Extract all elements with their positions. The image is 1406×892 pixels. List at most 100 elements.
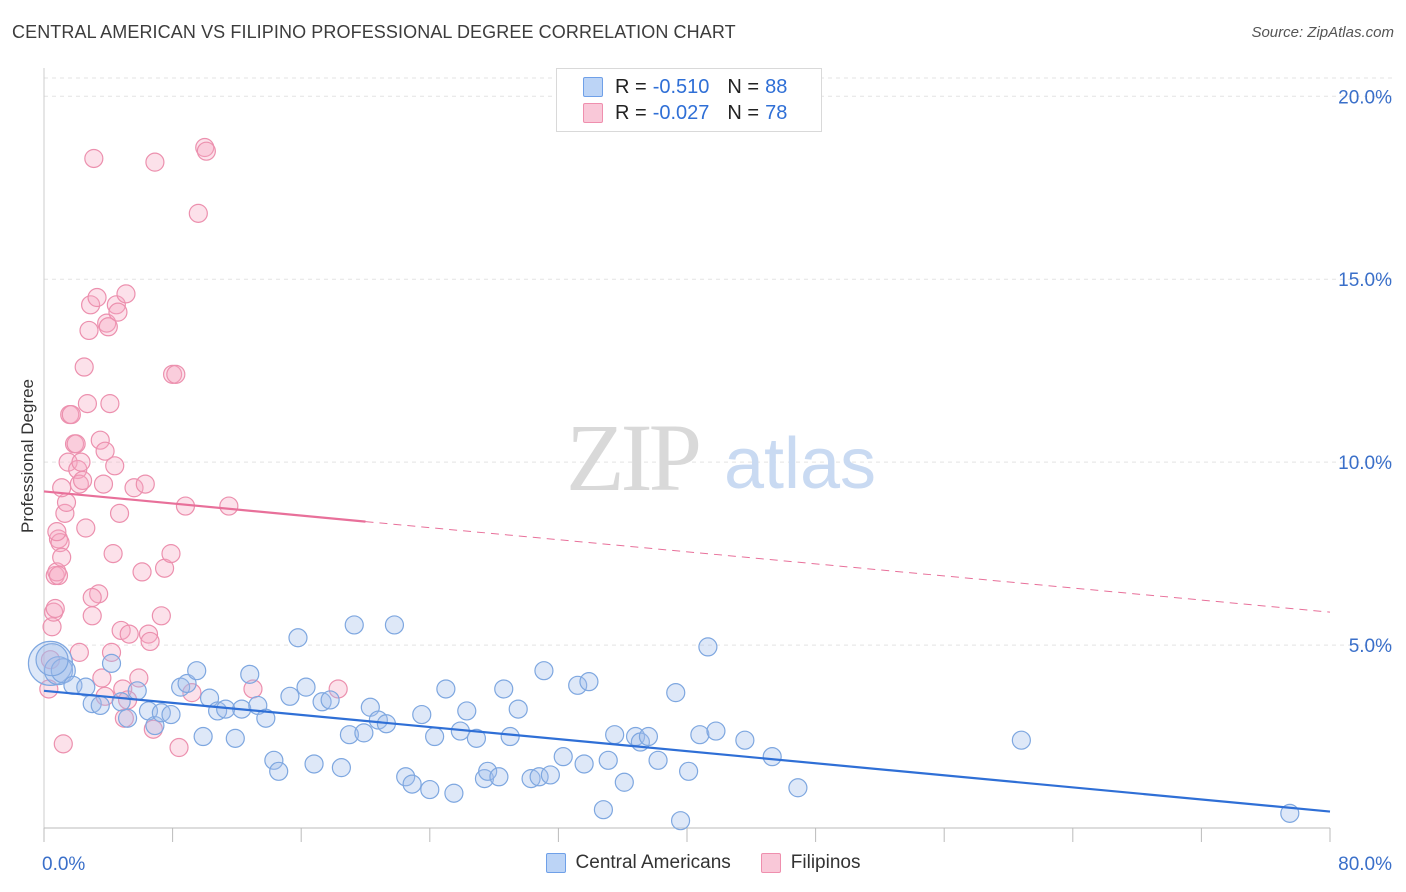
- filipinos-point: [119, 624, 139, 644]
- filipinos-point: [71, 452, 91, 472]
- filipinos-point: [106, 295, 126, 315]
- filipinos-point: [103, 544, 123, 564]
- legend-item-central-americans[interactable]: Central Americans: [545, 852, 731, 874]
- central-americans-point: [288, 628, 308, 648]
- filipinos-point: [42, 617, 62, 637]
- filipinos-point: [79, 320, 99, 341]
- central-americans-points: [27, 615, 1300, 831]
- filipinos-point: [188, 203, 208, 223]
- trend-lines: [43, 490, 1331, 813]
- central-americans-point: [264, 750, 284, 770]
- watermark: ZIP atlas: [566, 404, 876, 511]
- central-americans-point: [127, 681, 147, 701]
- filipinos-point: [101, 642, 122, 662]
- legend-item-filipinos[interactable]: Filipinos: [760, 852, 860, 874]
- n-value: 88: [765, 75, 788, 98]
- central-americans-point: [171, 677, 191, 697]
- central-americans-point: [344, 615, 364, 635]
- filipinos-point: [92, 668, 112, 688]
- r-value: -0.027: [652, 101, 710, 124]
- central-americans-point: [35, 643, 69, 677]
- r-label: R =: [615, 101, 647, 124]
- filipinos-point: [47, 522, 67, 542]
- legend-row-central-americans: R = -0.510 N = 88: [583, 75, 787, 99]
- n-value: 78: [765, 101, 788, 124]
- filipinos-point: [161, 544, 181, 564]
- series-legend: Central Americans Filipinos: [0, 852, 1406, 874]
- filipinos-point: [328, 679, 348, 699]
- central-americans-point: [500, 726, 520, 747]
- filipinos-point: [66, 434, 86, 454]
- central-americans-point: [1011, 730, 1031, 750]
- watermark-zip: ZIP: [566, 404, 699, 511]
- grid-lines: [44, 77, 1392, 646]
- central-americans-point: [384, 615, 405, 635]
- central-americans-point: [296, 677, 316, 697]
- tick-labels: 5.0% 10.0% 15.0% 20.0% 0.0% 80.0%: [42, 87, 1392, 875]
- central-americans-point: [690, 725, 710, 745]
- central-americans-point: [648, 750, 668, 770]
- n-label: N =: [727, 101, 760, 124]
- central-americans-point: [489, 767, 509, 787]
- filipinos-point: [72, 470, 93, 491]
- legend-swatch-blue: [583, 77, 603, 97]
- central-americans-point: [193, 726, 213, 747]
- filipinos-trend-line: [43, 490, 366, 523]
- central-americans-point: [225, 728, 245, 748]
- central-americans-point: [466, 728, 487, 748]
- central-americans-point: [568, 675, 588, 695]
- central-americans-point: [354, 723, 374, 743]
- r-label: R =: [615, 75, 647, 98]
- central-americans-point: [177, 673, 197, 694]
- filipinos-trend-line-extension: [365, 521, 1331, 613]
- central-americans-trend-line: [43, 689, 1331, 813]
- central-americans-point: [508, 699, 528, 719]
- filipinos-point: [87, 287, 107, 308]
- y-tick-label: 5.0%: [1349, 636, 1392, 657]
- central-americans-point: [735, 730, 755, 750]
- legend-row-filipinos: R = -0.027 N = 78: [583, 101, 787, 125]
- filipinos-point: [95, 441, 115, 461]
- filipinos-point: [82, 587, 102, 608]
- central-americans-point: [436, 679, 456, 699]
- y-tick-label: 15.0%: [1338, 270, 1392, 291]
- filipinos-point: [100, 394, 120, 414]
- r-value: -0.510: [652, 75, 710, 98]
- central-americans-point: [320, 690, 340, 710]
- filipinos-point: [124, 478, 144, 498]
- central-americans-point: [534, 661, 554, 681]
- filipinos-point: [74, 357, 94, 377]
- x-tick-label: 80.0%: [1338, 854, 1392, 875]
- legend-swatch-blue: [545, 853, 566, 873]
- central-americans-point: [339, 725, 360, 745]
- filipinos-point: [52, 547, 72, 567]
- central-americans-point: [478, 761, 498, 781]
- y-tick-label: 20.0%: [1338, 87, 1392, 108]
- filipinos-point: [138, 624, 159, 644]
- filipinos-point: [90, 430, 110, 450]
- central-americans-point: [425, 726, 445, 747]
- y-tick-label: 10.0%: [1338, 453, 1392, 474]
- central-americans-point: [540, 765, 560, 785]
- source-label: Source: ZipAtlas.com: [1251, 24, 1394, 41]
- filipinos-point: [82, 606, 102, 626]
- filipinos-point: [196, 141, 216, 161]
- filipinos-point: [76, 518, 96, 538]
- central-americans-point: [598, 750, 618, 770]
- central-americans-point: [638, 726, 659, 747]
- central-americans-point: [762, 747, 782, 767]
- filipinos-point: [45, 598, 65, 619]
- central-americans-point: [706, 721, 726, 741]
- central-americans-point: [111, 692, 131, 712]
- central-americans-point: [331, 758, 351, 778]
- filipinos-point: [69, 642, 89, 662]
- filipinos-point: [132, 562, 152, 582]
- central-americans-point: [593, 800, 614, 820]
- filipinos-point: [50, 533, 70, 553]
- central-americans-point: [614, 772, 634, 792]
- central-americans-point: [402, 774, 422, 794]
- legend-swatch-pink: [760, 853, 781, 873]
- central-americans-point: [161, 704, 181, 725]
- central-americans-point: [679, 761, 699, 781]
